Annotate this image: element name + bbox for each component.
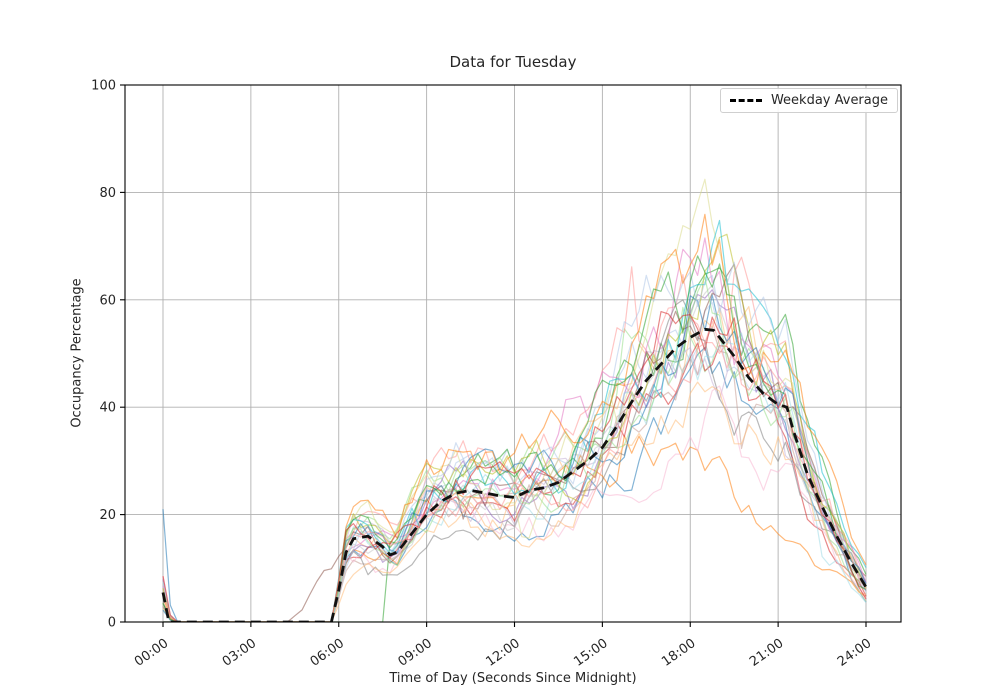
- x-tick-label-21:00: 21:00: [747, 636, 786, 670]
- day-trace-24: [162, 255, 867, 622]
- day-trace-8: [162, 289, 867, 622]
- legend-label: Weekday Average: [770, 93, 888, 108]
- day-trace-27: [162, 320, 867, 622]
- day-trace-6: [163, 342, 867, 622]
- day-traces: [162, 178, 867, 622]
- x-axis-label: Time of Day (Seconds Since Midnight): [389, 671, 637, 686]
- y-tick-label-100: 100: [91, 79, 116, 94]
- y-tick-label-20: 20: [99, 508, 116, 523]
- weekday-average-line: [161, 327, 868, 622]
- day-trace-12: [162, 237, 867, 622]
- day-trace-20: [162, 294, 867, 622]
- plot-border: [124, 84, 902, 623]
- day-trace-0: [162, 347, 867, 622]
- day-trace-11: [162, 326, 867, 622]
- y-tick-label-40: 40: [99, 401, 116, 416]
- x-tick-label-06:00: 06:00: [308, 636, 347, 670]
- day-trace-23: [163, 381, 867, 622]
- y-axis-label: Occupancy Percentage: [69, 278, 85, 428]
- x-tick-label-12:00: 12:00: [483, 636, 522, 670]
- x-tick-label-09:00: 09:00: [396, 636, 435, 670]
- y-tick-label-60: 60: [99, 293, 116, 308]
- dashed-line-icon: [729, 99, 762, 102]
- chart-title: Data for Tuesday: [449, 53, 577, 71]
- y-tick-label-0: 0: [108, 616, 116, 631]
- day-trace-2: [162, 435, 867, 622]
- gridlines: [125, 84, 901, 623]
- x-tick-label-18:00: 18:00: [659, 636, 698, 670]
- day-trace-18: [163, 219, 867, 622]
- y-tick-label-80: 80: [99, 186, 116, 201]
- day-trace-25: [163, 276, 867, 622]
- day-trace-16: [162, 233, 867, 622]
- average-line-group: [161, 327, 868, 622]
- x-tick-label-15:00: 15:00: [571, 636, 610, 670]
- day-trace-19: [162, 332, 867, 622]
- day-trace-21: [163, 261, 867, 622]
- x-tick-label-03:00: 03:00: [220, 636, 259, 670]
- x-tick-label-24:00: 24:00: [835, 636, 874, 670]
- day-trace-26: [162, 311, 867, 622]
- legend: Weekday Average: [719, 88, 898, 113]
- day-trace-4: [163, 267, 867, 622]
- x-tick-label-00:00: 00:00: [132, 636, 171, 670]
